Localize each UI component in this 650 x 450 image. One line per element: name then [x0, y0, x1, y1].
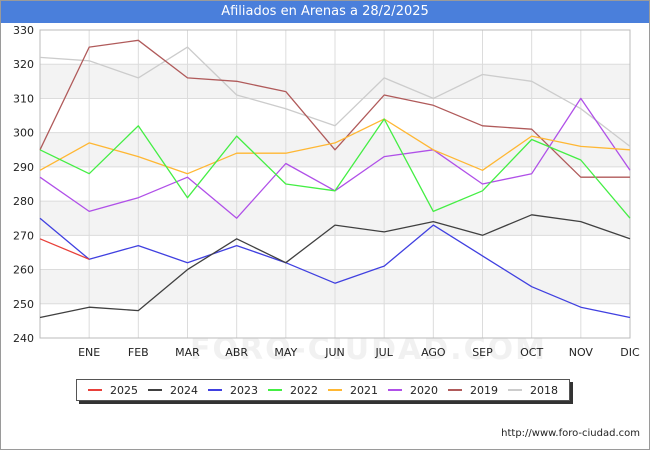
series-line-2021	[39, 118, 631, 175]
y-tick-label: 280	[13, 195, 34, 208]
legend-swatch	[268, 389, 282, 391]
legend-swatch	[208, 389, 222, 391]
source-url: http://www.foro-ciudad.com	[501, 428, 640, 439]
legend-item-2022: 2022	[268, 384, 318, 397]
x-tick-label: NOV	[569, 346, 594, 359]
legend-label: 2019	[470, 383, 498, 397]
legend-swatch	[88, 389, 102, 391]
series-line-2022	[39, 118, 631, 219]
legend-item-2018: 2018	[508, 384, 558, 397]
x-tick-label: OCT	[520, 346, 543, 359]
chart-legend: 2025 2024 2023 2022 2021 2020 2019 2018	[76, 379, 570, 401]
legend-item-2025: 2025	[88, 384, 138, 397]
x-tick-label: SEP	[472, 346, 493, 359]
series-line-2019	[39, 39, 630, 178]
x-tick-label: JUL	[374, 346, 393, 359]
legend-item-2020: 2020	[388, 384, 438, 397]
legend-swatch	[508, 389, 522, 391]
series-line-2024	[39, 214, 631, 319]
plot-area-border	[39, 29, 631, 339]
legend-item-2024: 2024	[148, 384, 198, 397]
y-tick-label: 270	[13, 229, 34, 242]
legend-item-2019: 2019	[448, 384, 498, 397]
legend-item-2021: 2021	[328, 384, 378, 397]
legend-swatch	[388, 389, 402, 391]
x-tick-label: MAR	[175, 346, 200, 359]
x-tick-label: DIC	[620, 346, 640, 359]
legend-swatch	[328, 389, 342, 391]
chart-title: Afiliados en Arenas a 28/2/2025	[1, 1, 649, 23]
series-line-2018	[39, 46, 631, 147]
legend-label: 2020	[410, 383, 438, 397]
x-tick-label: AGO	[421, 346, 446, 359]
legend-swatch	[148, 389, 162, 391]
y-tick-label: 240	[13, 332, 34, 345]
legend-label: 2018	[530, 383, 558, 397]
y-tick-label: 310	[13, 92, 34, 105]
y-tick-label: 300	[13, 127, 34, 140]
y-tick-label: 290	[13, 161, 34, 174]
series-line-2023	[39, 217, 631, 319]
legend-label: 2022	[290, 383, 318, 397]
legend-item-2023: 2023	[208, 384, 258, 397]
legend-label: 2023	[230, 383, 258, 397]
legend-swatch	[448, 389, 462, 391]
y-tick-label: 330	[13, 24, 34, 37]
x-tick-label: JUN	[324, 346, 345, 359]
legend-label: 2021	[350, 383, 378, 397]
y-tick-label: 250	[13, 298, 34, 311]
legend-label: 2025	[110, 383, 138, 397]
x-tick-label: ABR	[225, 346, 248, 359]
y-tick-label: 260	[13, 264, 34, 277]
series-line-2025	[39, 238, 90, 260]
y-tick-label: 320	[13, 58, 34, 71]
x-tick-label: MAY	[274, 346, 297, 359]
legend-label: 2024	[170, 383, 198, 397]
x-tick-label: ENE	[78, 346, 100, 359]
x-tick-label: FEB	[128, 346, 149, 359]
